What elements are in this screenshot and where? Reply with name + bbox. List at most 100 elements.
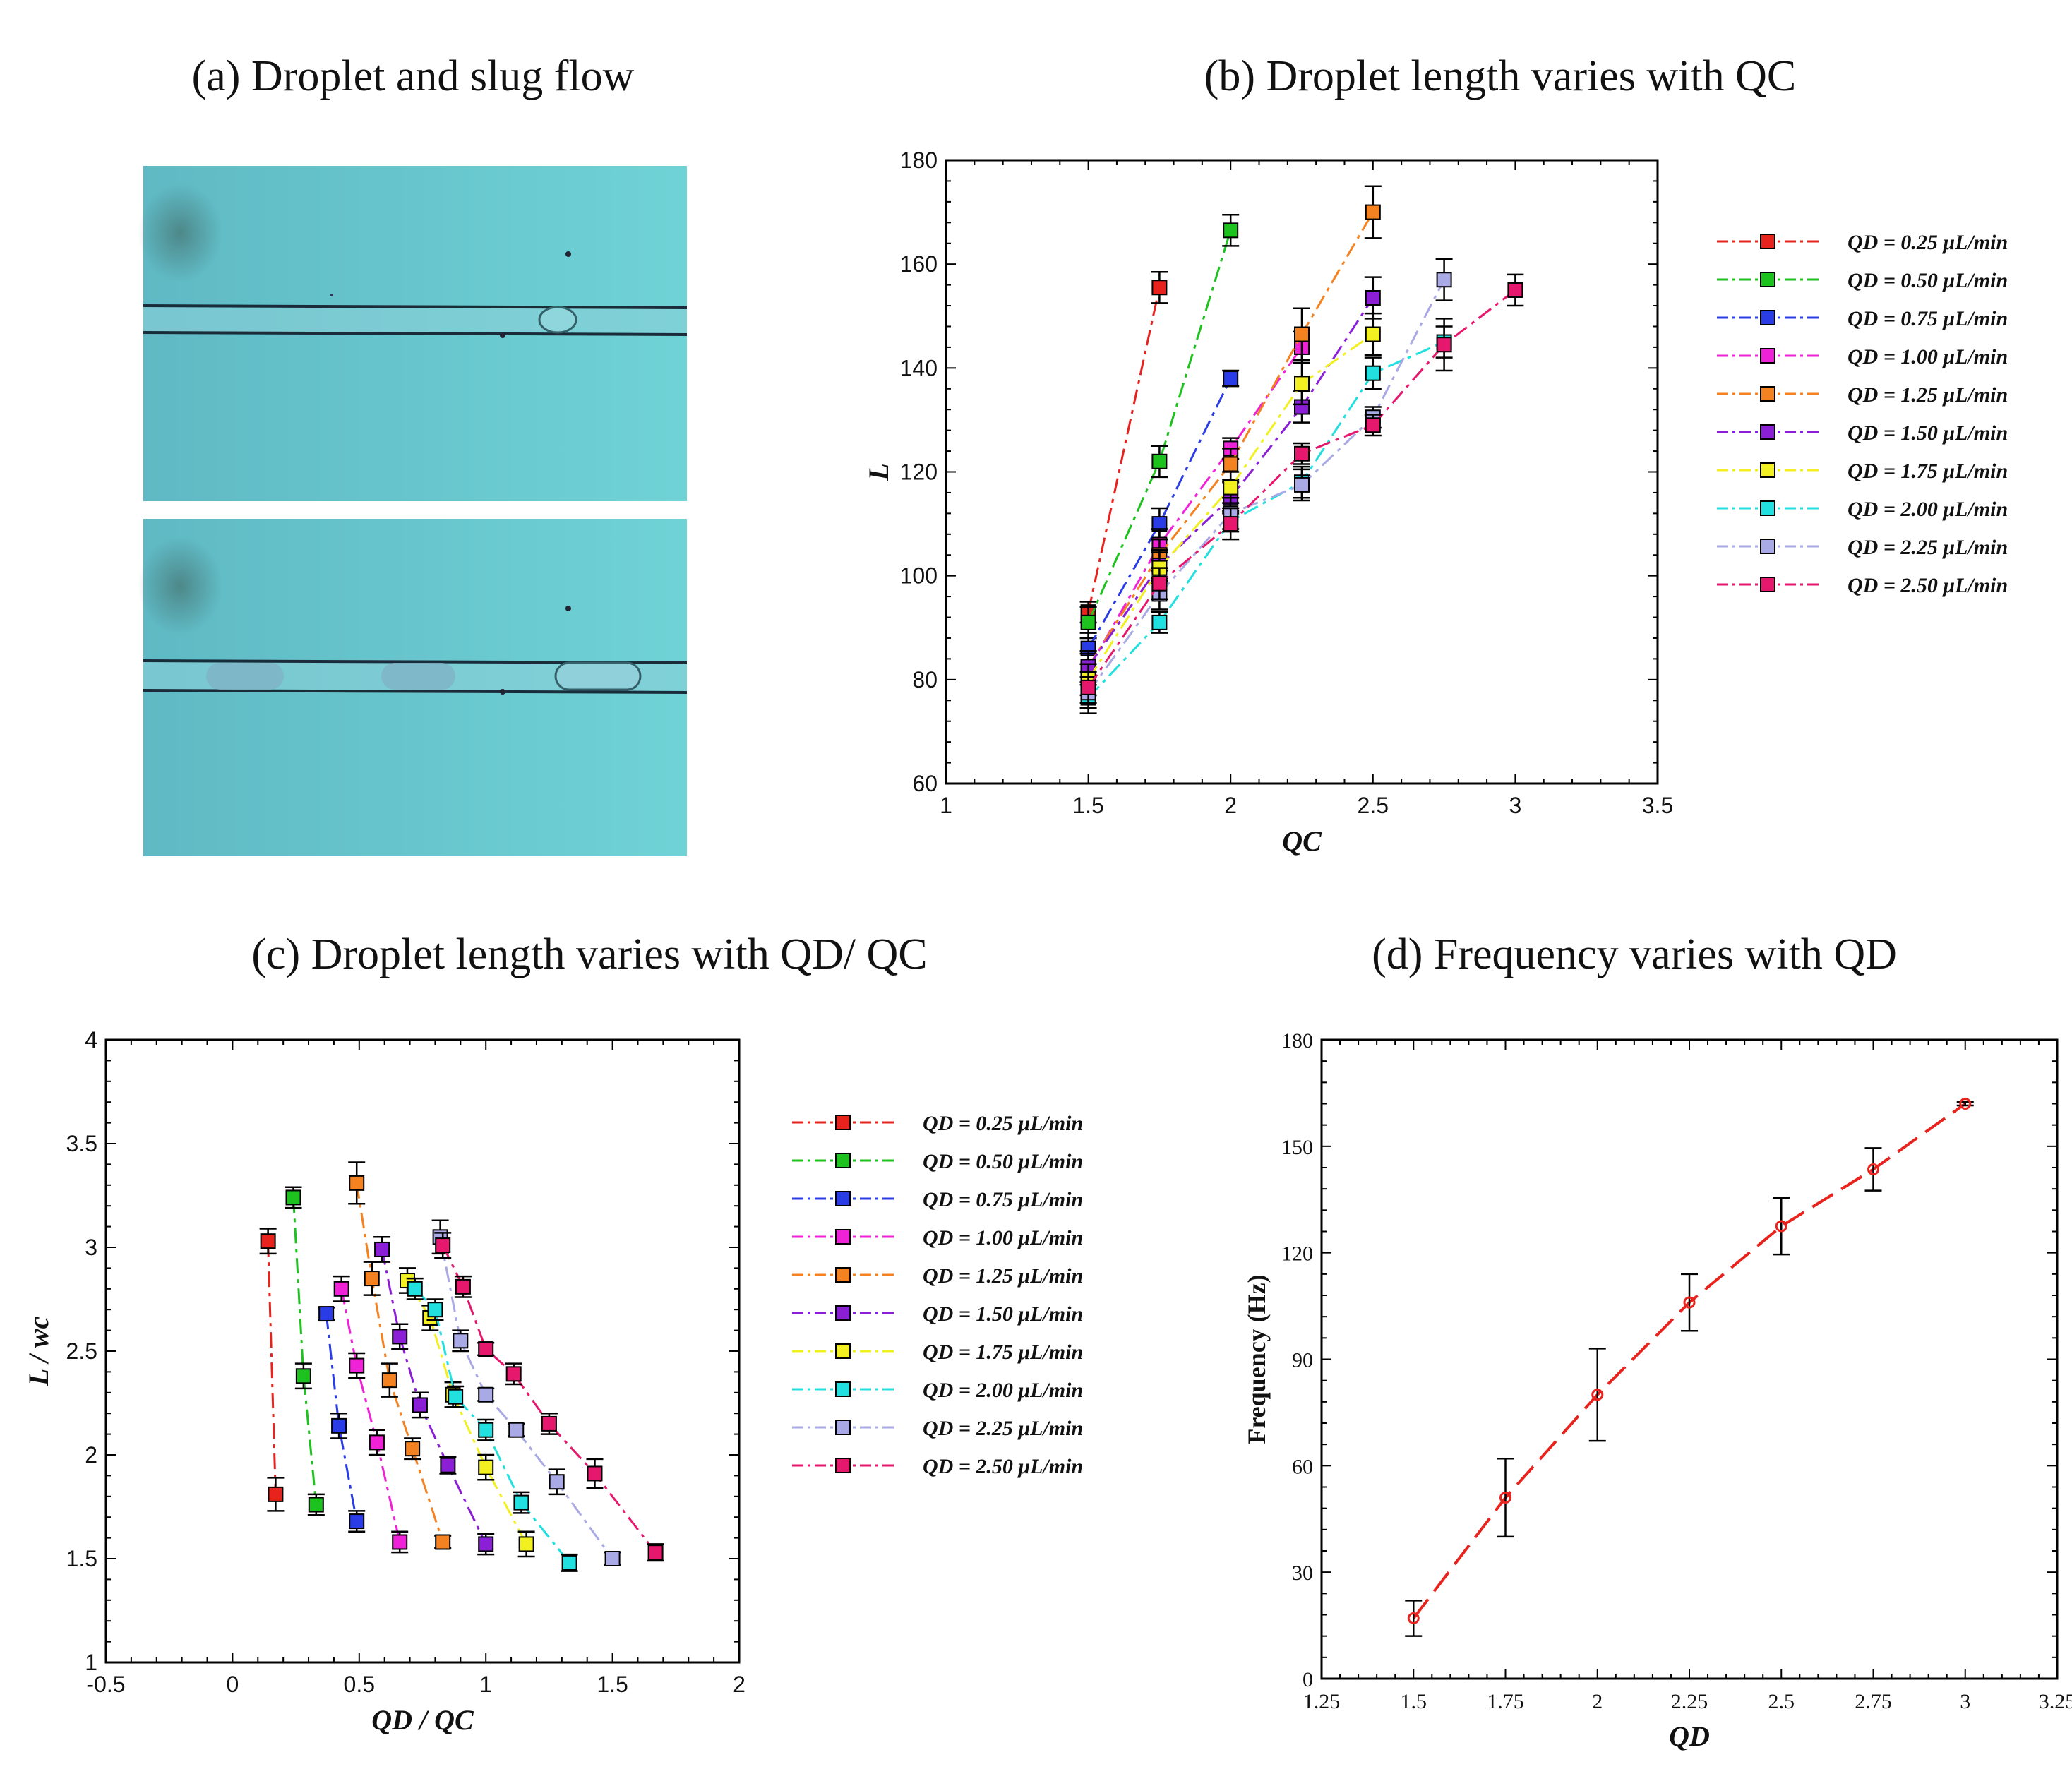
data-point [1223, 222, 1239, 239]
data-point [1407, 1612, 1420, 1625]
series-10 [434, 1232, 664, 1562]
x-tick-label: 2 [1592, 1690, 1603, 1713]
legend-marker [1760, 272, 1775, 287]
legend-label: QD = 1.25 μL/min [923, 1264, 1083, 1288]
x-tick-label: 1.75 [1487, 1690, 1524, 1713]
legend-label: QD = 1.50 μL/min [1848, 421, 2008, 445]
legend-b: QD = 0.25 μL/min QD = 0.50 μL/min QD = 0.7… [1717, 231, 2008, 597]
legend-item: QD = 1.25 μL/min [1717, 383, 2008, 407]
data-point [1080, 614, 1096, 630]
series-line [441, 1245, 657, 1554]
legend-marker [835, 1305, 851, 1321]
series-line [1087, 333, 1374, 680]
legend-label: QD = 2.25 μL/min [1848, 536, 2008, 559]
series-2 [1079, 214, 1240, 640]
data-point [333, 1281, 349, 1297]
x-tick-label: 3 [1960, 1690, 1970, 1713]
slug-shape [206, 663, 284, 690]
micrograph-bottom [138, 519, 688, 856]
data-point [1223, 371, 1239, 387]
data-point [478, 1386, 494, 1403]
legend-label: QD = 1.50 μL/min [923, 1302, 1083, 1326]
legend-marker [835, 1115, 851, 1130]
legend-marker [1760, 234, 1775, 249]
data-point [392, 1329, 408, 1345]
x-tick-label: 2.5 [1358, 793, 1389, 818]
legend-item: QD = 0.25 μL/min [1717, 231, 2008, 254]
series-9 [1079, 258, 1453, 709]
data-point [1436, 272, 1452, 288]
series-5 [1079, 185, 1382, 683]
y-tick-label: 30 [1292, 1561, 1313, 1585]
series-line [292, 1197, 318, 1505]
data-point [405, 1441, 421, 1457]
y-tick-label: 120 [1281, 1242, 1313, 1266]
legend-item: QD = 2.50 μL/min [1717, 574, 2008, 597]
x-axis-label: QC [1282, 825, 1322, 857]
data-point [1223, 479, 1239, 496]
legend-marker [1760, 500, 1775, 516]
data-point [1365, 326, 1381, 342]
y-tick-label: 100 [900, 563, 938, 589]
chart-c: -0.5 0 0.5 1 1.5 2 1 1.5 2 2.5 3 3.5 4 QD / QC L / wc [23, 1027, 745, 1736]
chart-d: 1.25 1.5 1.75 2 2.25 2.5 2.75 3 3.25 0 30 60 90 120 15… [1242, 1029, 2072, 1752]
series-1 [1405, 1098, 1974, 1637]
x-tick-label: 0 [227, 1672, 239, 1697]
y-tick-label: 150 [1281, 1136, 1313, 1159]
legend-item: QD = 0.50 μL/min [1717, 269, 2008, 292]
legend-item: QD = 0.75 μL/min [1717, 307, 2008, 330]
legend-label: QD = 2.25 μL/min [923, 1417, 1083, 1440]
slug-shape [381, 663, 455, 690]
data-point [435, 1237, 451, 1254]
legend-label: QD = 2.50 μL/min [1848, 574, 2008, 597]
series-line [267, 1241, 277, 1494]
x-tick-label: 1.5 [1401, 1690, 1427, 1713]
legend-label: QD = 0.25 μL/min [1848, 231, 2008, 254]
y-tick-label: 60 [912, 771, 938, 796]
data-point [427, 1302, 443, 1318]
data-point [1775, 1220, 1787, 1233]
data-point [349, 1175, 365, 1191]
legend-item: QD = 1.75 μL/min [792, 1341, 1083, 1364]
legend-marker [835, 1191, 851, 1206]
y-axis-label: Frequency (Hz) [1242, 1274, 1271, 1444]
micrograph-top [138, 166, 688, 501]
data-point [1499, 1492, 1511, 1504]
data-point [349, 1357, 365, 1374]
legend-label: QD = 1.25 μL/min [1848, 383, 2008, 407]
series-line [439, 1237, 613, 1559]
series-line [1087, 287, 1161, 613]
x-tick-label: 3.25 [2039, 1690, 2072, 1713]
data-point [604, 1551, 621, 1566]
legend-label: QD = 2.00 μL/min [1848, 498, 2008, 521]
legend-item: QD = 1.75 μL/min [1717, 460, 2008, 483]
x-tick-label: 2.5 [1768, 1690, 1795, 1713]
data-point [1365, 417, 1381, 433]
x-tick-label: 3 [1509, 793, 1522, 818]
legend-marker [835, 1153, 851, 1168]
data-point [505, 1366, 522, 1382]
legend-label: QD = 1.75 μL/min [1848, 460, 2008, 483]
y-axis-label: L [863, 463, 894, 481]
data-point [331, 1417, 347, 1434]
data-point [1151, 614, 1168, 630]
series-6 [373, 1236, 495, 1556]
legend-label: QD = 0.25 μL/min [923, 1112, 1083, 1135]
legend-item: QD = 1.00 μL/min [792, 1226, 1083, 1249]
legend-item: QD = 1.25 μL/min [792, 1264, 1083, 1288]
data-point [1959, 1098, 1972, 1110]
data-point [508, 1422, 525, 1438]
legend-marker [835, 1381, 851, 1397]
data-point [392, 1534, 408, 1550]
legend-item: QD = 1.00 μL/min [1717, 345, 2008, 368]
data-point [1151, 575, 1168, 592]
data-point [455, 1278, 471, 1295]
legend-marker [835, 1458, 851, 1473]
series-3 [318, 1306, 366, 1533]
x-axis-label: QD [1669, 1720, 1710, 1752]
legend-c: QD = 0.25 μL/min QD = 0.50 μL/min QD = 0.7… [792, 1112, 1083, 1478]
x-tick-label: 3.5 [1642, 793, 1673, 818]
data-point [647, 1545, 664, 1561]
data-point [349, 1513, 365, 1530]
y-tick-label: 120 [900, 460, 938, 485]
